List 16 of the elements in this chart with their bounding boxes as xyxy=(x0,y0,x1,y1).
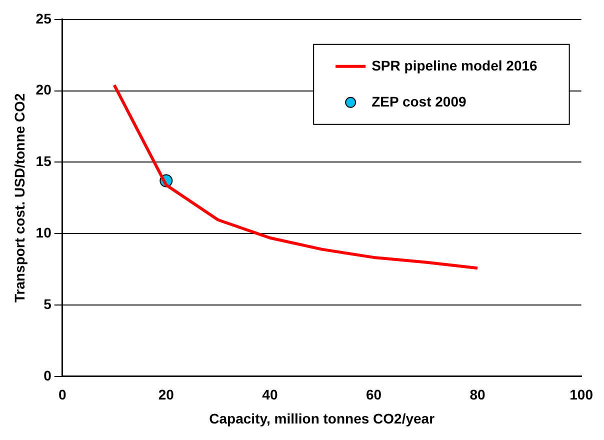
x-tick-label: 20 xyxy=(158,386,174,403)
y-tick-label: 5 xyxy=(44,296,52,312)
legend-label: SPR pipeline model 2016 xyxy=(372,57,538,74)
y-tick-label: 20 xyxy=(36,82,52,98)
y-tick-label: 25 xyxy=(36,10,52,26)
y-axis-title: Transport cost. USD/tonne CO2 xyxy=(11,93,28,303)
x-tick-label: 40 xyxy=(262,386,278,403)
x-tick-label: 100 xyxy=(570,386,594,403)
y-tick-label: 10 xyxy=(36,224,52,240)
legend-label: ZEP cost 2009 xyxy=(372,93,466,110)
x-axis-title: Capacity, million tonnes CO2/year xyxy=(209,410,436,426)
y-tick-label: 15 xyxy=(36,153,52,170)
y-tick-label: 0 xyxy=(44,367,52,384)
x-tick-label: 60 xyxy=(366,386,382,403)
x-tick-label: 80 xyxy=(470,386,486,403)
x-tick-label: 0 xyxy=(58,386,66,403)
